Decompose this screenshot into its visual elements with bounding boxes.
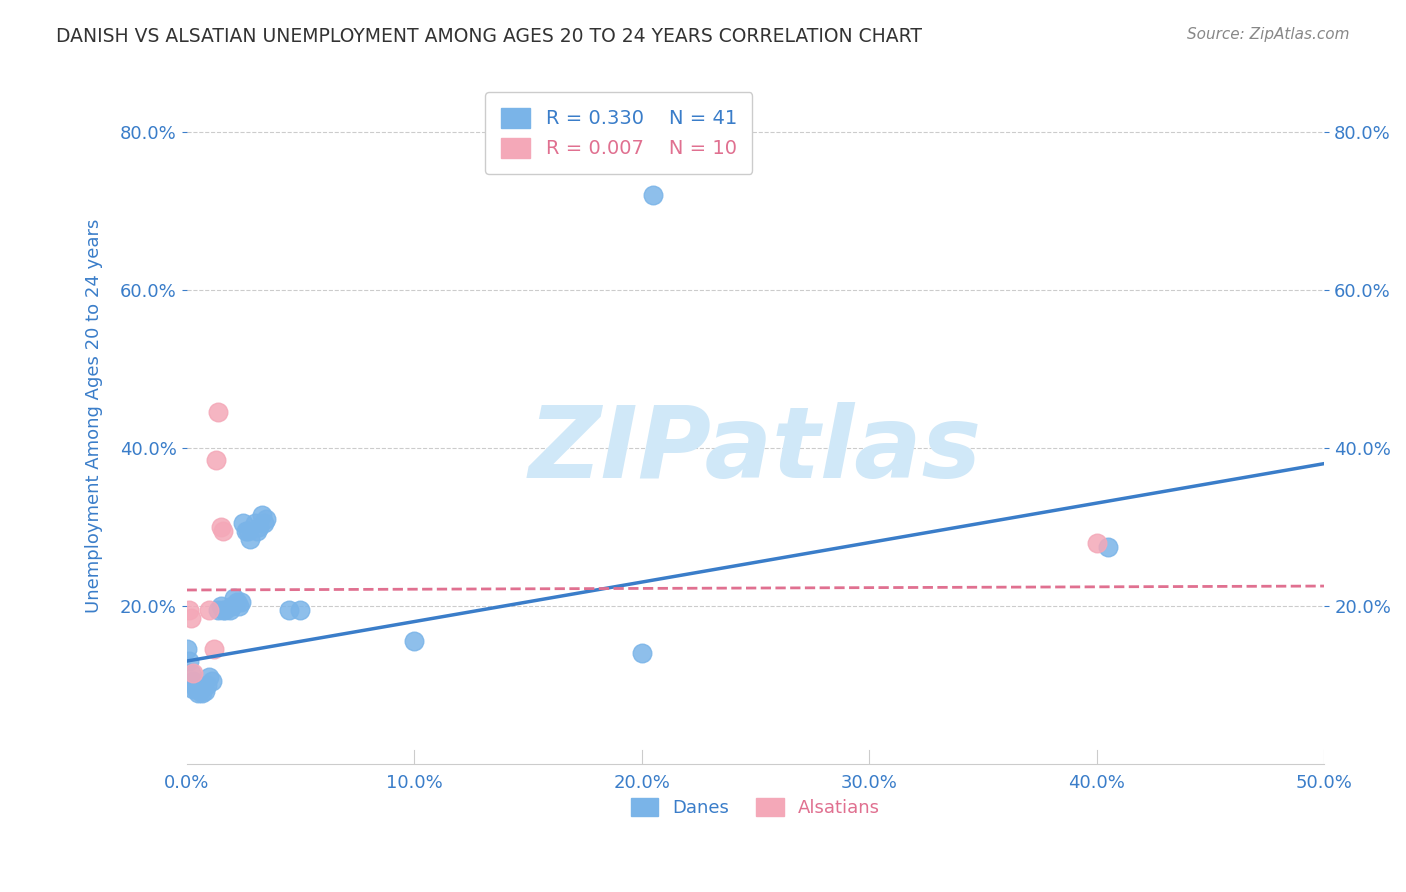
Point — [187, 686, 209, 700]
Point — [184, 681, 207, 696]
Point — [200, 673, 222, 688]
Point — [290, 603, 312, 617]
Point — [236, 524, 259, 538]
Point — [239, 532, 262, 546]
Point — [404, 634, 426, 648]
Point — [243, 516, 266, 530]
Point — [176, 642, 198, 657]
Point — [205, 452, 228, 467]
Point — [278, 603, 301, 617]
Point — [180, 665, 202, 680]
Point — [209, 520, 232, 534]
Point — [191, 686, 214, 700]
Point — [228, 599, 250, 613]
Point — [183, 681, 205, 696]
Text: DANISH VS ALSATIAN UNEMPLOYMENT AMONG AGES 20 TO 24 YEARS CORRELATION CHART: DANISH VS ALSATIAN UNEMPLOYMENT AMONG AG… — [56, 27, 922, 45]
Point — [177, 603, 200, 617]
Point — [246, 524, 269, 538]
Point — [224, 591, 246, 605]
Point — [1097, 540, 1119, 554]
Y-axis label: Unemployment Among Ages 20 to 24 years: Unemployment Among Ages 20 to 24 years — [86, 219, 103, 614]
Point — [195, 678, 218, 692]
Point — [180, 610, 202, 624]
Point — [247, 520, 270, 534]
Point — [198, 603, 221, 617]
Point — [250, 508, 273, 522]
Point — [207, 603, 229, 617]
Point — [202, 642, 225, 657]
Point — [183, 673, 205, 688]
Point — [225, 595, 247, 609]
Point — [183, 665, 205, 680]
Point — [207, 405, 229, 419]
Point — [212, 603, 235, 617]
Point — [630, 646, 652, 660]
Point — [218, 603, 240, 617]
Point — [212, 524, 235, 538]
Point — [221, 599, 243, 613]
Text: Source: ZipAtlas.com: Source: ZipAtlas.com — [1187, 27, 1350, 42]
Point — [253, 516, 276, 530]
Point — [641, 188, 664, 202]
Text: ZIPatlas: ZIPatlas — [529, 402, 981, 500]
Point — [232, 516, 254, 530]
Point — [187, 681, 209, 696]
Point — [254, 512, 277, 526]
Point — [198, 670, 221, 684]
Legend: Danes, Alsatians: Danes, Alsatians — [624, 790, 887, 824]
Point — [188, 684, 211, 698]
Point — [184, 678, 207, 692]
Point — [194, 684, 217, 698]
Point — [209, 599, 232, 613]
Point — [214, 603, 236, 617]
Point — [231, 595, 253, 609]
Point — [177, 654, 200, 668]
Point — [1085, 535, 1108, 549]
Point — [235, 524, 257, 538]
